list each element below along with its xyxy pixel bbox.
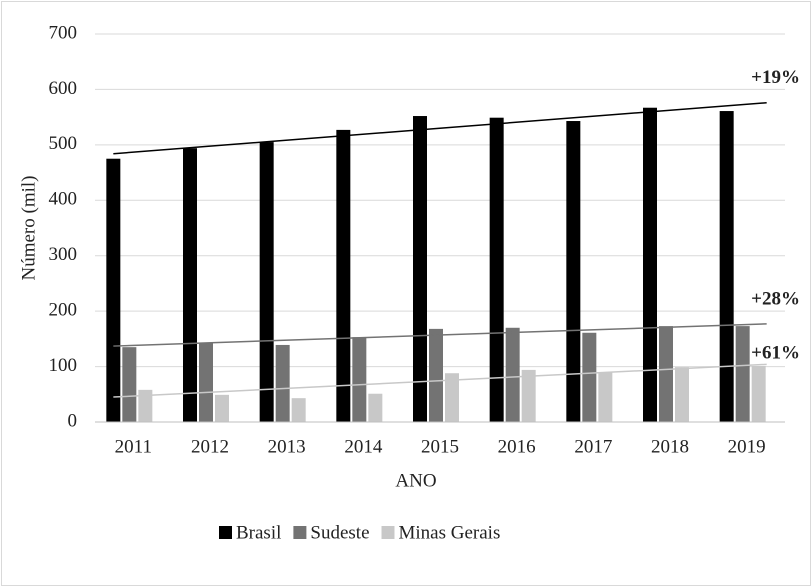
trend-line [113, 323, 767, 347]
x-tick-label: 2018 [651, 436, 689, 457]
x-tick-label: 2016 [498, 436, 536, 457]
x-tick-label: 2019 [728, 436, 766, 457]
bar [352, 337, 367, 422]
legend-label: Minas Gerais [399, 522, 501, 543]
legend-label: Brasil [236, 522, 281, 543]
bar [735, 326, 750, 422]
bar [751, 366, 766, 422]
bar [659, 326, 673, 422]
bar [183, 148, 197, 422]
y-tick-label: 300 [49, 244, 78, 265]
bar [106, 158, 121, 422]
bar [521, 369, 536, 422]
bar [566, 121, 581, 422]
y-tick-label: 100 [49, 355, 78, 376]
legend-swatch [381, 526, 395, 539]
bar [643, 107, 657, 422]
x-tick-label: 2015 [421, 436, 459, 457]
bar [215, 394, 229, 422]
bar [275, 344, 290, 422]
bar [259, 142, 274, 423]
trend-line [113, 363, 767, 398]
y-axis-title: Número (mil) [18, 175, 39, 280]
trend-label: +28% [751, 288, 800, 309]
legend-swatch [219, 526, 232, 539]
bar [582, 332, 597, 422]
trend-line [113, 101, 767, 155]
legend-label: Sudeste [310, 522, 369, 543]
bar [598, 372, 613, 422]
y-tick-label: 700 [49, 22, 78, 43]
bar [122, 347, 137, 422]
trend-label: +61% [751, 343, 800, 364]
x-tick-label: 2012 [191, 436, 229, 457]
bar [489, 117, 504, 422]
y-tick-label: 0 [68, 410, 78, 431]
x-tick-label: 2014 [344, 436, 383, 457]
y-tick-label: 500 [49, 133, 78, 154]
y-tick-label: 400 [49, 189, 78, 210]
bar [368, 393, 383, 422]
bar [138, 389, 153, 422]
bar [429, 328, 443, 422]
bar [413, 116, 427, 422]
bar [719, 111, 734, 422]
x-tick-label: 2017 [574, 436, 612, 457]
legend-swatch [293, 526, 307, 539]
trend-label: +19% [751, 67, 800, 88]
bar [445, 373, 459, 422]
bar [675, 367, 689, 422]
y-tick-label: 600 [49, 78, 78, 99]
bar [505, 327, 520, 422]
bar [336, 129, 351, 423]
bar [199, 342, 213, 422]
x-tick-label: 2011 [115, 436, 152, 457]
y-tick-label: 200 [49, 300, 78, 321]
bar [291, 398, 306, 422]
x-axis-title: ANO [395, 470, 436, 491]
x-tick-label: 2013 [268, 436, 306, 457]
